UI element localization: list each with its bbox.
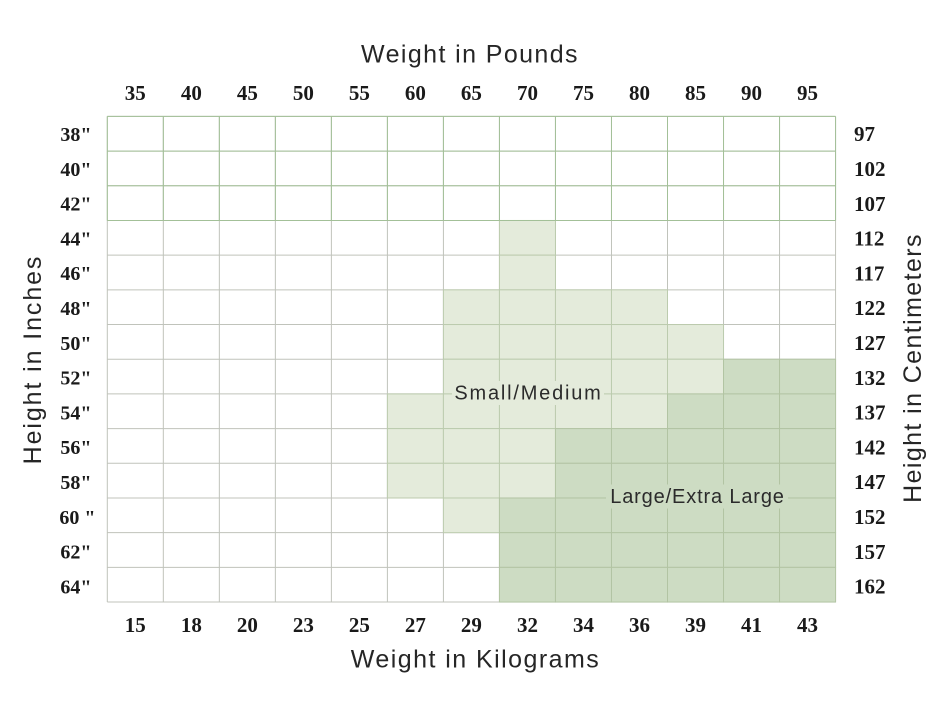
svg-text:127: 127: [854, 331, 886, 355]
svg-text:20: 20: [237, 613, 258, 637]
svg-text:36: 36: [629, 613, 650, 637]
svg-text:60 ": 60 ": [59, 507, 95, 529]
svg-text:80: 80: [629, 81, 650, 105]
svg-text:112: 112: [854, 227, 884, 251]
svg-text:147: 147: [854, 470, 886, 494]
svg-text:45: 45: [237, 81, 258, 105]
svg-text:35: 35: [125, 81, 146, 105]
svg-text:42": 42": [60, 194, 91, 216]
svg-text:85: 85: [685, 81, 706, 105]
svg-text:50": 50": [60, 333, 91, 355]
svg-text:132: 132: [854, 366, 886, 390]
svg-text:48": 48": [60, 298, 91, 320]
svg-text:15: 15: [125, 613, 146, 637]
svg-text:18: 18: [181, 613, 202, 637]
svg-text:56": 56": [60, 437, 91, 459]
svg-text:95: 95: [797, 81, 818, 105]
svg-text:60: 60: [405, 81, 426, 105]
svg-text:Weight in Pounds: Weight in Pounds: [361, 41, 579, 69]
svg-text:70: 70: [517, 81, 538, 105]
svg-text:122: 122: [854, 296, 886, 320]
svg-text:52": 52": [60, 368, 91, 390]
svg-text:41: 41: [741, 613, 762, 637]
svg-text:102: 102: [854, 157, 886, 181]
svg-text:32: 32: [517, 613, 538, 637]
svg-text:107: 107: [854, 192, 886, 216]
svg-text:46": 46": [60, 263, 91, 285]
svg-text:64": 64": [60, 576, 91, 598]
svg-text:97: 97: [854, 122, 875, 146]
svg-text:137: 137: [854, 401, 886, 425]
svg-text:152: 152: [854, 505, 886, 529]
svg-text:75: 75: [573, 81, 594, 105]
svg-text:44": 44": [60, 228, 91, 250]
svg-text:55: 55: [349, 81, 370, 105]
svg-text:29: 29: [461, 613, 482, 637]
svg-text:50: 50: [293, 81, 314, 105]
svg-text:39: 39: [685, 613, 706, 637]
svg-text:162: 162: [854, 575, 886, 599]
svg-text:Weight in Kilograms: Weight in Kilograms: [351, 646, 600, 674]
svg-text:117: 117: [854, 261, 884, 285]
svg-text:58": 58": [60, 472, 91, 494]
svg-text:23: 23: [293, 613, 314, 637]
svg-text:34: 34: [573, 613, 595, 637]
svg-text:54": 54": [60, 402, 91, 424]
svg-text:38": 38": [60, 124, 91, 146]
svg-text:142: 142: [854, 435, 886, 459]
svg-text:Height in Centimeters: Height in Centimeters: [899, 233, 927, 503]
svg-text:65: 65: [461, 81, 482, 105]
svg-text:62": 62": [60, 542, 91, 564]
svg-text:90: 90: [741, 81, 762, 105]
svg-text:Small/Medium: Small/Medium: [454, 383, 602, 405]
svg-text:40": 40": [60, 159, 91, 181]
svg-text:25: 25: [349, 613, 370, 637]
svg-text:27: 27: [405, 613, 426, 637]
svg-text:40: 40: [181, 81, 202, 105]
svg-text:157: 157: [854, 540, 886, 564]
svg-text:Height in Inches: Height in Inches: [19, 255, 47, 465]
svg-text:Large/Extra Large: Large/Extra Large: [610, 486, 785, 508]
svg-text:43: 43: [797, 613, 818, 637]
